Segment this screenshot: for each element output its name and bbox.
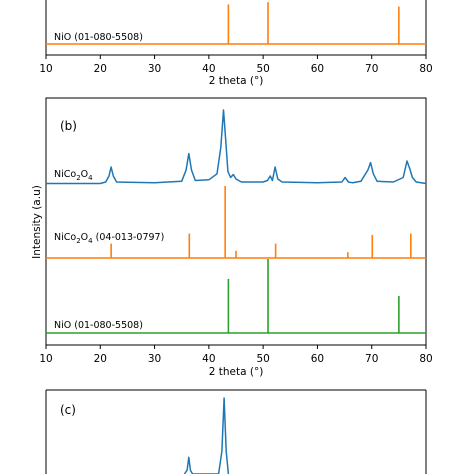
panel-b-ref-label: NiCo2O4 (04-013-0797) [54,232,164,245]
panel-c-profile [183,397,230,474]
panel-a-series-label: NiO (01-080-5508) [54,32,143,43]
panel-a-tick-label-0: 10 [39,63,52,75]
panel-a-tick-label-7: 80 [419,63,432,75]
panel-c: (c) [45,389,427,474]
panel-b-tick-label-4: 50 [256,353,269,365]
panel-b-nico2o4-profile [46,109,427,185]
panel-a-tick-label-1: 20 [94,63,107,75]
panel-b-tick-label-0: 10 [39,353,52,365]
panel-a-tick-label-5: 60 [311,63,324,75]
panel-a-tick-label-4: 50 [256,63,269,75]
panel-a-xlabel: 2 theta (°) [209,75,264,87]
panel-b: (b) Intensity (a.u) NiCo2O4 NiCo2O4 (04-… [31,97,433,378]
panel-b-ylabel: Intensity (a.u) [31,185,43,259]
panel-a-tick-label-3: 40 [202,63,215,75]
panel-b-xlabel: 2 theta (°) [209,366,264,378]
panel-a-tick-label-6: 70 [365,63,378,75]
panel-b-tick-label-5: 60 [311,353,324,365]
panel-b-label: (b) [60,119,77,133]
panel-b-tick-label-2: 30 [148,353,161,365]
panel-a-tick-label-2: 30 [148,63,161,75]
panel-c-label: (c) [60,403,76,417]
panel-b-tick-label-6: 70 [365,353,378,365]
panel-b-frame [45,97,427,346]
panel-b-tick-label-7: 80 [419,353,432,365]
panel-a: NiO (01-080-5508) 10 20 30 40 50 60 70 80 2 the… [39,0,433,87]
panel-b-nio-label: NiO (01-080-5508) [54,320,143,331]
panel-b-tick-label-3: 40 [202,353,215,365]
panel-b-tick-label-1: 20 [94,353,107,365]
panel-b-nico2o4-label: NiCo2O4 [54,169,93,182]
